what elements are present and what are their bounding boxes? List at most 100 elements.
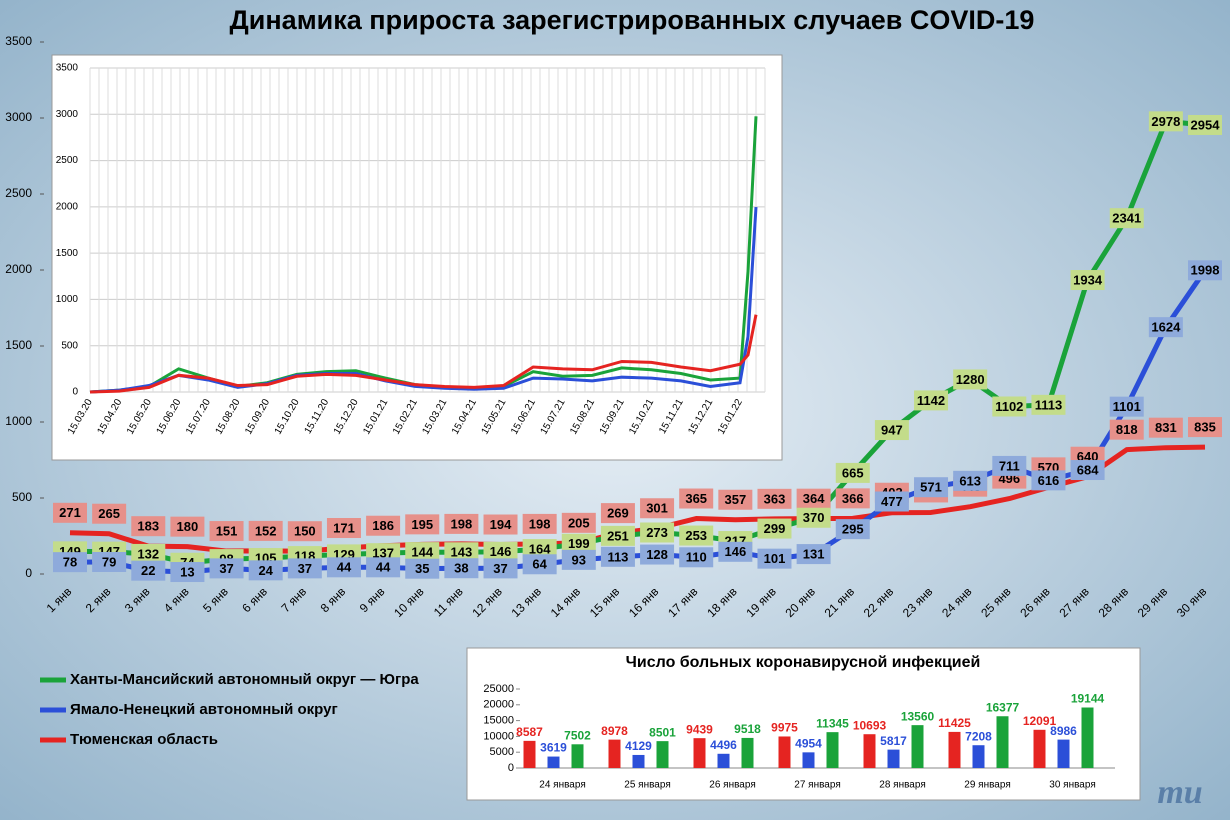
bar — [826, 732, 839, 768]
data-label-box — [287, 558, 322, 579]
data-label-box — [1188, 260, 1222, 281]
x-tick-label: 24 января — [539, 780, 585, 791]
bar — [608, 739, 621, 768]
y-tick-label: 3000 — [56, 109, 79, 120]
data-label-box — [131, 560, 166, 581]
data-label-box — [1148, 111, 1183, 132]
bar — [547, 756, 560, 768]
x-tick-label: 28 января — [879, 780, 925, 791]
bar — [996, 716, 1009, 768]
y-tick-label: 1500 — [5, 338, 32, 352]
data-label-box — [757, 488, 792, 509]
data-label-box — [796, 488, 831, 509]
data-label: 665 — [842, 465, 864, 480]
y-tick-label: 2000 — [5, 262, 32, 276]
bar-value-label: 8587 — [516, 725, 543, 739]
x-tick-label: 26 января — [709, 780, 755, 791]
data-label-box — [835, 519, 870, 540]
data-label: 199 — [568, 536, 590, 551]
data-label: 37 — [298, 561, 312, 576]
bar-value-label: 13560 — [901, 709, 935, 723]
data-label: 265 — [98, 506, 120, 521]
bar-value-label: 8986 — [1050, 724, 1077, 738]
data-label: 363 — [764, 491, 786, 506]
data-label-box — [366, 557, 401, 578]
data-label-box — [209, 558, 244, 579]
data-label-box — [405, 558, 440, 579]
data-label-box — [131, 543, 166, 564]
data-label: 251 — [607, 528, 629, 543]
bar-title: Число больных коронавирусной инфекцией — [626, 654, 981, 671]
data-label-box — [757, 518, 792, 539]
data-label-box — [248, 520, 283, 541]
data-label: 113 — [607, 549, 628, 564]
data-label-box — [953, 470, 988, 491]
y-tick-label: 0 — [72, 387, 78, 398]
data-label-box — [53, 502, 87, 523]
data-label-box — [444, 558, 479, 579]
data-label-box — [561, 512, 596, 533]
data-label-box — [170, 516, 205, 537]
y-tick-label: 5000 — [490, 746, 514, 758]
logo: mu — [1157, 774, 1202, 811]
data-label-box — [640, 498, 675, 519]
bar-value-label: 19144 — [1071, 692, 1105, 706]
data-label: 131 — [803, 547, 825, 562]
data-label: 24 — [258, 563, 273, 578]
data-label-box — [600, 546, 635, 567]
data-label: 269 — [607, 506, 629, 521]
data-label-box — [444, 513, 479, 534]
y-tick-label: 500 — [61, 340, 78, 351]
data-label: 616 — [1038, 473, 1060, 488]
data-label: 144 — [411, 545, 433, 560]
data-label-box — [561, 549, 596, 570]
bar-value-label: 8501 — [649, 725, 676, 739]
data-label-box — [405, 542, 440, 563]
data-label-box — [1031, 470, 1066, 491]
bar — [1057, 739, 1070, 768]
y-tick-label: 1000 — [5, 414, 32, 428]
data-label: 132 — [137, 546, 159, 561]
data-label: 711 — [999, 458, 1020, 473]
data-label-box — [600, 525, 635, 546]
bar-value-label: 9975 — [771, 721, 798, 735]
data-label-box — [92, 503, 127, 524]
data-label: 101 — [764, 551, 786, 566]
y-tick-label: 10000 — [483, 730, 514, 742]
data-label: 183 — [137, 519, 159, 534]
bar-value-label: 4129 — [625, 739, 652, 753]
bar — [741, 737, 754, 768]
data-label: 44 — [337, 560, 352, 575]
data-label-box — [287, 521, 322, 542]
bar-value-label: 11425 — [938, 716, 971, 730]
data-label: 198 — [451, 516, 473, 531]
legend-label: Ханты-Мансийский автономный округ — Югра — [70, 671, 419, 688]
data-label-box — [835, 462, 870, 483]
data-label: 194 — [490, 517, 512, 532]
data-label-box — [1031, 394, 1066, 415]
bar-value-label: 11345 — [816, 716, 849, 730]
data-label: 143 — [451, 545, 473, 560]
data-label: 684 — [1077, 462, 1099, 477]
data-label: 2978 — [1151, 114, 1180, 129]
y-tick-label: 15000 — [483, 715, 514, 727]
data-label: 64 — [532, 557, 547, 572]
legend-label: Тюменская область — [70, 731, 218, 748]
data-label-box — [483, 541, 518, 562]
data-label: 1142 — [917, 393, 945, 408]
data-label: 1101 — [1113, 399, 1141, 414]
data-label: 38 — [454, 561, 468, 576]
data-label: 365 — [685, 491, 707, 506]
data-label: 357 — [724, 492, 746, 507]
y-tick-label: 20000 — [483, 699, 514, 711]
data-label: 198 — [529, 516, 551, 531]
bar-panel — [466, 647, 1141, 801]
bar-value-label: 9439 — [686, 722, 713, 736]
bar-value-label: 8978 — [601, 724, 628, 738]
bar — [523, 740, 536, 768]
data-label-box — [679, 525, 714, 546]
data-label: 205 — [568, 515, 590, 530]
x-tick-label: 25 января — [624, 780, 670, 791]
x-tick-label: 27 января — [794, 780, 840, 791]
